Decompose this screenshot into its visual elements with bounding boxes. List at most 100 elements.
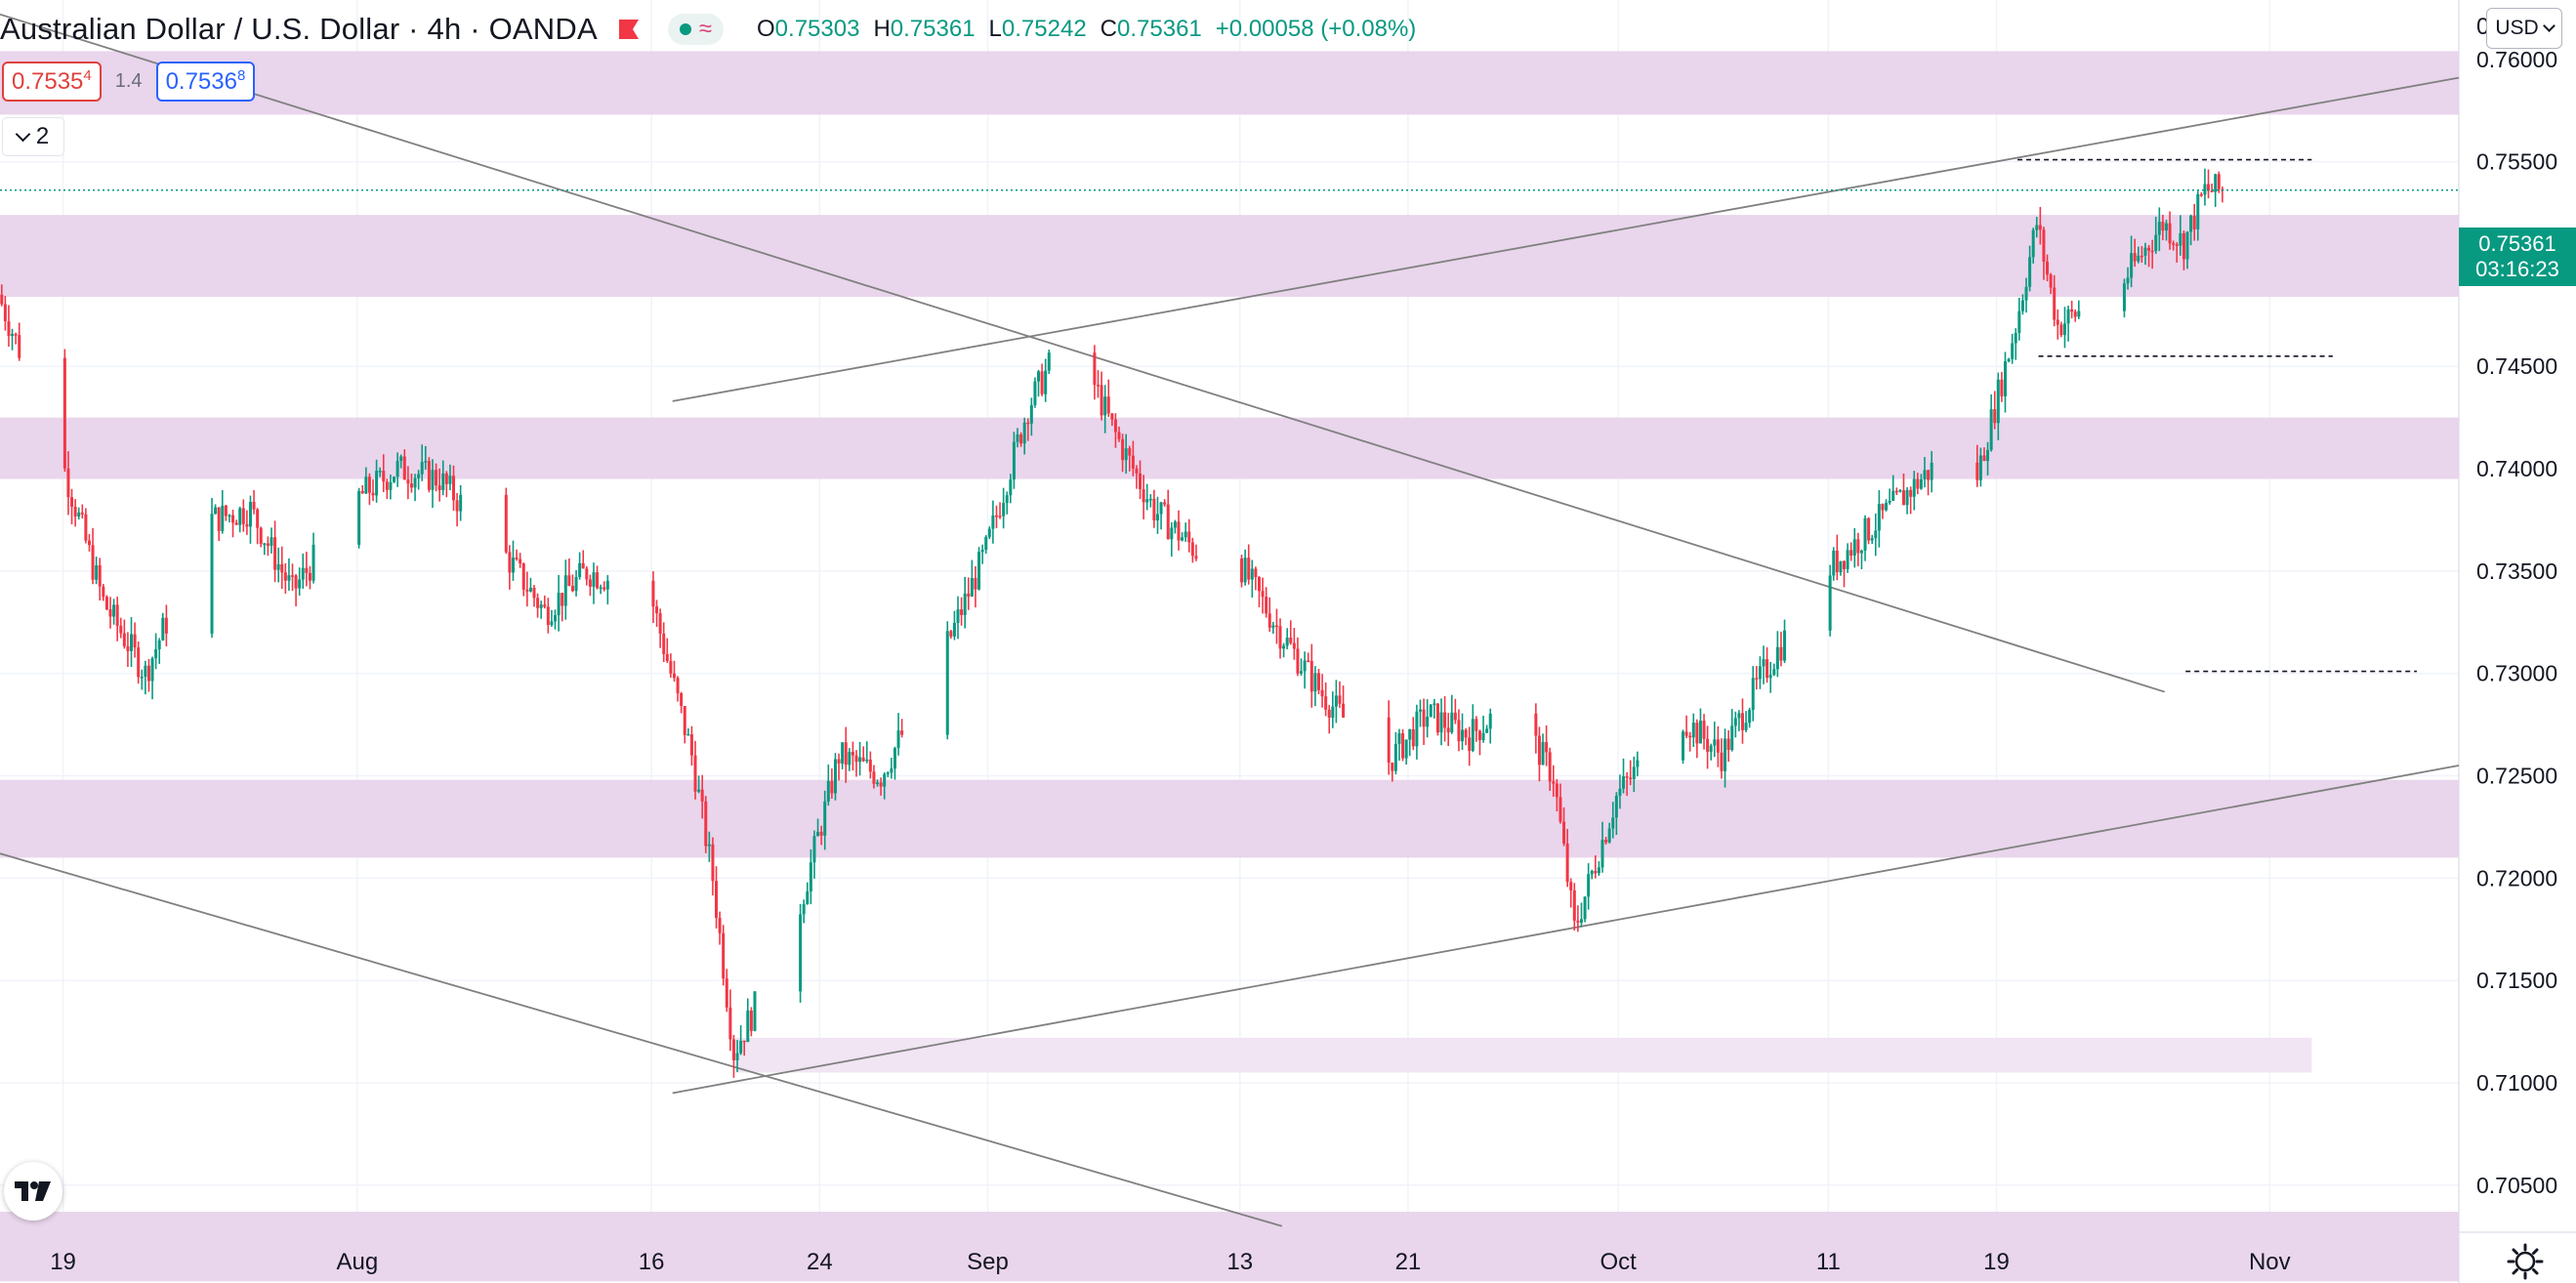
candle-body <box>1488 713 1492 729</box>
candle-body <box>1629 777 1633 779</box>
candle-body <box>1614 796 1618 818</box>
candle-body <box>1698 721 1702 744</box>
candle-body <box>375 471 379 496</box>
gear-icon[interactable] <box>2506 1242 2545 1281</box>
candle-body <box>291 575 295 577</box>
indicator-toggle[interactable]: ≈ <box>667 14 724 45</box>
candle-body <box>382 471 386 482</box>
candle-body <box>602 587 606 590</box>
tradingview-logo-icon[interactable] <box>4 1162 62 1221</box>
currency-button[interactable]: USD <box>2486 8 2562 49</box>
trendline[interactable] <box>672 76 2460 402</box>
candle-body <box>521 563 525 590</box>
candle-body <box>588 579 592 587</box>
candle-body <box>1724 738 1727 771</box>
trendline[interactable] <box>0 852 1283 1227</box>
candle-body <box>1783 630 1787 661</box>
candle-body <box>1611 817 1615 829</box>
candle-body <box>596 572 600 589</box>
candle-body <box>2049 274 2053 288</box>
candle-body <box>1912 478 1916 497</box>
candle-body <box>217 507 221 531</box>
bar-countdown: 03:16:23 <box>2475 257 2559 281</box>
candle-body <box>2179 232 2182 246</box>
x-tick-label: 19 <box>1983 1249 2010 1275</box>
candle-body <box>1706 738 1710 752</box>
candle-body <box>812 836 816 863</box>
candle-body <box>1139 473 1143 490</box>
candle-body <box>119 625 123 634</box>
candle-body <box>102 586 105 598</box>
candle-body <box>1159 502 1163 515</box>
low-value: 0.75242 <box>1001 16 1087 42</box>
candle-body <box>711 844 715 882</box>
candle-body <box>1187 531 1191 543</box>
candle-body <box>1267 613 1271 628</box>
candle-body <box>844 742 848 766</box>
currency-label: USD <box>2495 17 2539 39</box>
time-axis[interactable]: 19 Aug 16 24 Sep 13 21 Oct 11 19 Nov <box>50 1249 2290 1275</box>
title-separator: · <box>470 12 489 46</box>
candle-body <box>1029 404 1033 424</box>
candle-body <box>2189 215 2193 232</box>
candle-body <box>283 572 287 581</box>
candle-body <box>1338 695 1342 704</box>
candle-body <box>1733 718 1737 726</box>
candle-body <box>1541 742 1545 766</box>
candle-body <box>1856 539 1860 554</box>
candle-body <box>287 575 291 581</box>
candle-body <box>87 540 91 546</box>
candle-body <box>686 734 690 736</box>
candle-body <box>389 481 393 490</box>
candle-body <box>2066 309 2070 324</box>
candle-body <box>133 634 137 648</box>
price-axis[interactable]: 0.70500 0.71000 0.71500 0.72000 0.72500 0.730… <box>2476 47 2557 1198</box>
candle-body <box>1709 745 1713 752</box>
candle-body <box>1289 638 1293 643</box>
candle-body <box>1594 870 1598 874</box>
indicator-count: 2 <box>35 123 50 149</box>
trendlines-layer[interactable] <box>0 13 2460 1227</box>
candle-body <box>157 640 161 649</box>
candle-body <box>984 536 988 551</box>
candle-body <box>1618 788 1622 797</box>
trendline[interactable] <box>0 13 2165 693</box>
candle-body <box>1422 709 1426 727</box>
close-label: C <box>1100 16 1118 42</box>
candle-body <box>511 558 515 573</box>
status-dot-icon <box>679 23 691 35</box>
candle-body <box>1096 385 1100 387</box>
flag-icon[interactable] <box>617 19 641 40</box>
candle-body <box>1274 625 1278 628</box>
candle-body <box>672 673 676 679</box>
candle-body <box>263 543 267 546</box>
symbol-title[interactable]: Australian Dollar / U.S. Dollar · 4h · O… <box>0 12 598 47</box>
candle-body <box>1307 660 1310 663</box>
candle-body <box>1909 489 1913 497</box>
candle-body <box>2053 287 2057 320</box>
candle-body <box>2014 332 2017 344</box>
sell-price-button[interactable]: 0.75354 <box>2 61 102 102</box>
candle-body <box>1135 468 1139 474</box>
candle-body <box>1755 678 1759 680</box>
support-resistance-zone <box>0 215 2459 297</box>
candle-body <box>2154 234 2158 252</box>
collapse-indicators-button[interactable]: 2 <box>2 117 64 156</box>
ohlc-values: O0.75303 H0.75361 L0.75242 C0.75361 +0.0… <box>757 16 1416 43</box>
candle-body <box>735 1053 739 1060</box>
buy-price-button[interactable]: 0.75368 <box>155 61 256 102</box>
trendline[interactable] <box>672 765 2460 1095</box>
candle-body <box>2207 184 2211 191</box>
candle-body <box>1240 559 1244 583</box>
chart-header: Australian Dollar / U.S. Dollar · 4h · O… <box>0 10 1416 49</box>
candle-body <box>886 772 890 774</box>
candle-body <box>851 752 854 756</box>
candle-body <box>2122 283 2126 311</box>
plot-area[interactable] <box>0 0 2459 1232</box>
candle-body <box>830 780 834 794</box>
candle-body <box>865 759 869 762</box>
candle-body <box>161 617 165 641</box>
candle-body <box>1019 435 1023 444</box>
candle-body <box>1930 462 1933 480</box>
